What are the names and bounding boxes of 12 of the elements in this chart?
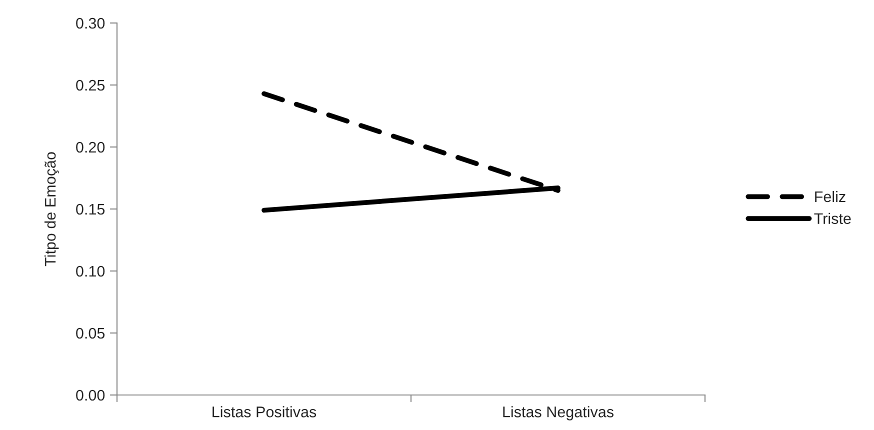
x-tick-label: Listas Negativas bbox=[503, 406, 614, 420]
legend-label: Triste bbox=[814, 212, 851, 224]
y-tick-label: 0.30 bbox=[76, 18, 105, 29]
y-axis-title: Titpo de Emoção bbox=[44, 152, 59, 266]
x-tick-label: Listas Positivas bbox=[212, 406, 316, 418]
y-tick-label: 0.20 bbox=[76, 142, 105, 153]
y-tick-label: 0.25 bbox=[76, 80, 105, 91]
y-tick-label: 0.10 bbox=[76, 266, 105, 277]
y-tick-label: 0.05 bbox=[76, 328, 105, 339]
legend-label: Feliz bbox=[815, 190, 846, 202]
y-tick-label: 0.00 bbox=[76, 390, 105, 401]
y-tick-label: 0.15 bbox=[76, 204, 105, 215]
